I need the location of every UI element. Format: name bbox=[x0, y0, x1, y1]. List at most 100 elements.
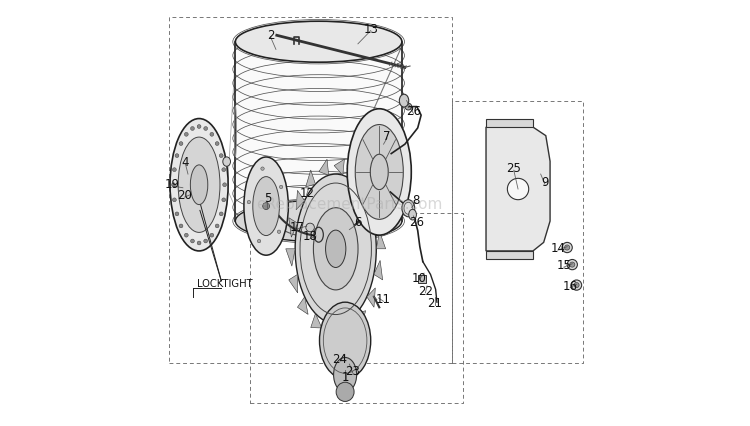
Circle shape bbox=[574, 283, 579, 288]
Text: 12: 12 bbox=[299, 186, 314, 199]
Circle shape bbox=[405, 104, 412, 111]
Text: 23: 23 bbox=[345, 364, 360, 377]
Polygon shape bbox=[306, 171, 316, 187]
Text: 18: 18 bbox=[303, 230, 317, 243]
Circle shape bbox=[204, 127, 208, 131]
Text: 25: 25 bbox=[506, 162, 521, 175]
Ellipse shape bbox=[334, 358, 357, 392]
Circle shape bbox=[179, 225, 183, 228]
Text: 15: 15 bbox=[556, 259, 572, 271]
Circle shape bbox=[197, 125, 201, 129]
Circle shape bbox=[204, 239, 208, 243]
Ellipse shape bbox=[336, 383, 354, 401]
Circle shape bbox=[184, 133, 188, 137]
Circle shape bbox=[223, 183, 226, 187]
Circle shape bbox=[278, 230, 280, 234]
Circle shape bbox=[222, 168, 226, 172]
Circle shape bbox=[215, 142, 219, 146]
Polygon shape bbox=[310, 314, 322, 328]
Polygon shape bbox=[334, 160, 344, 176]
Ellipse shape bbox=[320, 302, 370, 379]
Circle shape bbox=[175, 154, 178, 158]
Polygon shape bbox=[289, 218, 298, 238]
Polygon shape bbox=[289, 275, 298, 293]
Polygon shape bbox=[486, 128, 550, 251]
Polygon shape bbox=[486, 251, 533, 260]
Ellipse shape bbox=[314, 208, 358, 290]
Circle shape bbox=[172, 183, 176, 187]
Circle shape bbox=[570, 262, 574, 268]
Ellipse shape bbox=[223, 158, 230, 167]
Circle shape bbox=[219, 213, 224, 216]
Text: 4: 4 bbox=[182, 155, 189, 168]
Ellipse shape bbox=[236, 22, 402, 63]
Ellipse shape bbox=[399, 95, 409, 108]
Text: 21: 21 bbox=[427, 296, 442, 309]
Text: eReplacementParts.com: eReplacementParts.com bbox=[256, 197, 442, 212]
Circle shape bbox=[257, 240, 261, 243]
Polygon shape bbox=[363, 184, 374, 201]
Circle shape bbox=[210, 133, 214, 137]
Text: 2: 2 bbox=[267, 29, 274, 41]
Text: 7: 7 bbox=[383, 130, 391, 143]
Polygon shape bbox=[319, 160, 328, 176]
Circle shape bbox=[219, 154, 224, 158]
Ellipse shape bbox=[178, 138, 220, 233]
Ellipse shape bbox=[347, 109, 411, 236]
Text: 6: 6 bbox=[354, 215, 362, 228]
Text: 13: 13 bbox=[363, 23, 378, 35]
Text: LOCKTIGHT: LOCKTIGHT bbox=[196, 278, 252, 288]
Circle shape bbox=[172, 199, 176, 202]
Polygon shape bbox=[374, 205, 382, 224]
Text: 20: 20 bbox=[177, 189, 192, 201]
Circle shape bbox=[179, 142, 183, 146]
Ellipse shape bbox=[190, 166, 208, 205]
Ellipse shape bbox=[236, 201, 402, 242]
Circle shape bbox=[175, 213, 178, 216]
Circle shape bbox=[172, 168, 176, 172]
Circle shape bbox=[562, 243, 572, 253]
Bar bbox=[418, 275, 426, 283]
Circle shape bbox=[190, 239, 194, 243]
Circle shape bbox=[215, 225, 219, 228]
Circle shape bbox=[210, 234, 214, 238]
Ellipse shape bbox=[170, 119, 228, 251]
Ellipse shape bbox=[409, 210, 416, 221]
Polygon shape bbox=[327, 322, 338, 339]
Text: 26: 26 bbox=[410, 216, 424, 229]
Ellipse shape bbox=[402, 200, 415, 217]
Circle shape bbox=[262, 203, 269, 210]
Circle shape bbox=[184, 234, 188, 238]
Text: 19: 19 bbox=[165, 178, 180, 190]
Text: 16: 16 bbox=[562, 279, 578, 292]
Text: 5: 5 bbox=[264, 192, 271, 204]
Polygon shape bbox=[367, 288, 375, 308]
Polygon shape bbox=[298, 297, 308, 315]
Ellipse shape bbox=[244, 158, 288, 256]
Circle shape bbox=[261, 167, 264, 171]
Circle shape bbox=[280, 186, 283, 189]
Polygon shape bbox=[356, 311, 366, 328]
Circle shape bbox=[306, 224, 314, 232]
Circle shape bbox=[567, 260, 578, 270]
Polygon shape bbox=[350, 170, 361, 184]
Text: 24: 24 bbox=[332, 352, 347, 365]
Text: 14: 14 bbox=[550, 242, 566, 254]
Text: 11: 11 bbox=[376, 293, 391, 305]
Ellipse shape bbox=[404, 203, 412, 215]
Ellipse shape bbox=[356, 125, 404, 220]
Polygon shape bbox=[486, 119, 533, 128]
Text: 9: 9 bbox=[542, 176, 549, 189]
Ellipse shape bbox=[370, 155, 388, 190]
Text: 26: 26 bbox=[406, 105, 421, 118]
Polygon shape bbox=[343, 322, 352, 339]
Polygon shape bbox=[286, 249, 296, 267]
Circle shape bbox=[197, 242, 201, 245]
Circle shape bbox=[572, 280, 582, 291]
Ellipse shape bbox=[296, 175, 376, 324]
Text: 17: 17 bbox=[290, 220, 304, 233]
Ellipse shape bbox=[326, 230, 346, 268]
Circle shape bbox=[222, 199, 226, 202]
Text: 1: 1 bbox=[341, 371, 349, 383]
Circle shape bbox=[565, 245, 570, 250]
